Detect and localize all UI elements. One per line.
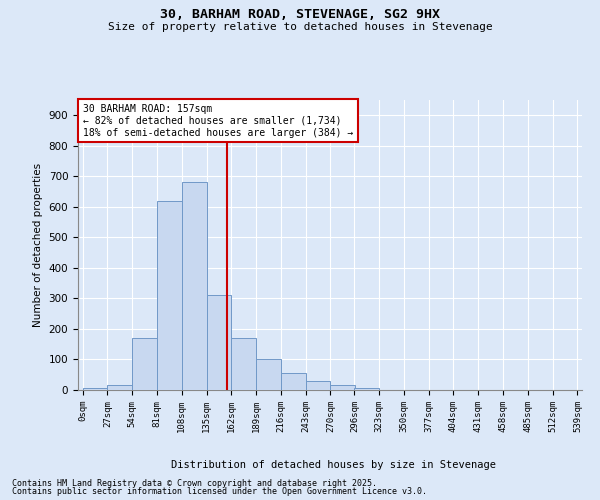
Bar (182, 182, 206, 390)
Bar (157, 200, 182, 390)
Bar (232, 338, 256, 390)
Bar (305, 381, 331, 390)
Text: Contains public sector information licensed under the Open Government Licence v3: Contains public sector information licen… (12, 487, 427, 496)
Text: 30 BARHAM ROAD: 157sqm
← 82% of detached houses are smaller (1,734)
18% of semi-: 30 BARHAM ROAD: 157sqm ← 82% of detached… (83, 104, 353, 138)
Y-axis label: Number of detached properties: Number of detached properties (33, 163, 43, 327)
Bar (331, 386, 355, 390)
Text: 30, BARHAM ROAD, STEVENAGE, SG2 9HX: 30, BARHAM ROAD, STEVENAGE, SG2 9HX (160, 8, 440, 20)
Bar (107, 386, 132, 390)
Bar (206, 296, 231, 390)
Bar (281, 373, 305, 390)
Bar (132, 338, 157, 390)
Bar (83, 388, 107, 390)
Bar (355, 388, 379, 390)
Text: Contains HM Land Registry data © Crown copyright and database right 2025.: Contains HM Land Registry data © Crown c… (12, 478, 377, 488)
Text: Distribution of detached houses by size in Stevenage: Distribution of detached houses by size … (170, 460, 496, 470)
Text: Size of property relative to detached houses in Stevenage: Size of property relative to detached ho… (107, 22, 493, 32)
Bar (256, 360, 281, 390)
